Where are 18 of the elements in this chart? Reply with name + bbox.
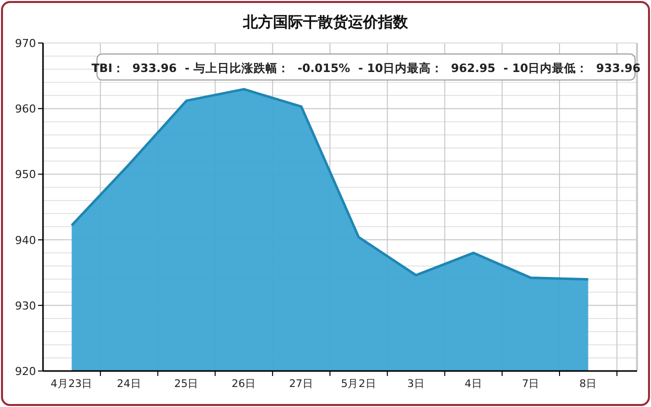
- x-tick-label: 26日: [232, 378, 256, 390]
- x-tick-label: 5月2日: [340, 378, 376, 390]
- x-tick-label: 25日: [174, 378, 199, 390]
- x-tick-label: 8日: [579, 378, 598, 390]
- x-tick-label: 24日: [116, 378, 142, 390]
- y-tick-label: 960: [15, 102, 36, 116]
- y-tick-label: 930: [15, 299, 36, 312]
- x-tick-label: 4日: [464, 378, 482, 390]
- y-tick-label: 950: [15, 168, 36, 182]
- x-tick-label: 27日: [289, 378, 314, 390]
- x-tick-label: 7日: [522, 378, 540, 390]
- x-tick-label: 3日: [407, 378, 425, 390]
- y-tick-label: 920: [15, 365, 36, 378]
- x-tick-label: 4月23日: [50, 378, 93, 390]
- y-tick-label: 940: [15, 234, 36, 247]
- chart-title: 北方国际干散货运价指数: [242, 13, 409, 31]
- y-tick-label: 970: [15, 37, 36, 50]
- annotation: TBI： 933.96 - 与上日比涨跌幅： -0.015% - 10日内最高： 962.95 - 10日内最低： 933.96: [91, 61, 641, 75]
